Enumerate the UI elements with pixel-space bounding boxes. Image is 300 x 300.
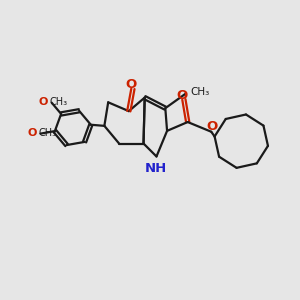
Text: O: O [177, 89, 188, 102]
Text: O: O [206, 120, 217, 133]
Text: CH₃: CH₃ [190, 87, 209, 97]
Text: O: O [27, 128, 37, 138]
Text: CH₃: CH₃ [38, 128, 56, 138]
Text: CH₃: CH₃ [49, 97, 68, 107]
Text: O: O [38, 97, 48, 107]
Text: O: O [126, 78, 137, 91]
Text: NH: NH [145, 162, 167, 176]
